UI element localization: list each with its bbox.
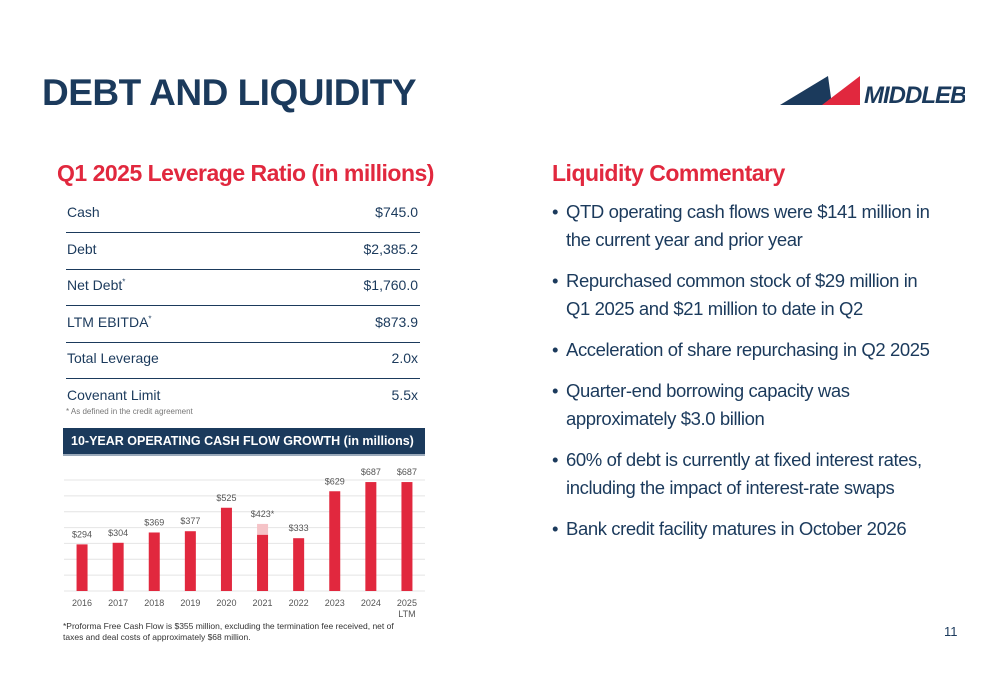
value-label: $525	[216, 493, 236, 503]
value-label: $294	[72, 529, 92, 539]
bar-segment	[220, 507, 232, 591]
row-label: Covenant Limit	[67, 387, 160, 403]
row-label: Debt	[67, 241, 97, 257]
row-value: $873.9	[375, 313, 418, 330]
row-value: 5.5x	[391, 387, 418, 403]
bar-segment	[257, 523, 269, 535]
table-row: Total Leverage 2.0x	[66, 342, 420, 380]
value-label: $423*	[251, 509, 275, 519]
bar-segment	[76, 544, 88, 591]
row-sup: *	[122, 277, 126, 287]
table-row: Net Debt* $1,760.0	[66, 269, 420, 307]
table-row: Debt $2,385.2	[66, 233, 420, 270]
slide-title: DEBT AND LIQUIDITY	[42, 72, 417, 113]
bar-segment	[329, 491, 341, 591]
bullet: Repurchased common stock of $29 million …	[552, 267, 937, 323]
bullet: 60% of debt is currently at fixed intere…	[552, 446, 937, 502]
value-label: $687	[397, 467, 417, 477]
row-label: Net Debt*	[67, 277, 125, 293]
row-label-text: Covenant Limit	[67, 387, 161, 403]
chart-title: 10-YEAR OPERATING CASH FLOW GROWTH (in m…	[63, 428, 425, 456]
bar-segment	[257, 534, 269, 591]
x-tick-label: 2017	[108, 598, 129, 608]
x-tick-label: 2025 LTM	[396, 598, 417, 619]
bar-segment	[365, 482, 377, 591]
bar-segment	[112, 542, 124, 591]
table-row: Covenant Limit 5.5x	[66, 379, 420, 415]
row-label-text: Total Leverage	[67, 350, 159, 367]
chart-footnote: *Proforma Free Cash Flow is $355 million…	[63, 621, 394, 642]
page-number: 11	[944, 624, 958, 639]
x-tick-label: 2019	[180, 598, 201, 608]
bar-segment	[184, 531, 196, 591]
row-value: $1,760.0	[363, 277, 419, 294]
table-note: * As defined in the credit agreement	[66, 407, 193, 416]
bar-segment	[401, 482, 413, 591]
bullet: QTD operating cash flows were $141 milli…	[552, 198, 937, 254]
bullet: Quarter-end borrowing capacity was appro…	[552, 377, 937, 433]
row-label-text: Debt	[67, 240, 97, 257]
x-tick-label: 2021	[252, 598, 273, 608]
table-row: LTM EBITDA* $873.9	[66, 306, 420, 343]
row-label-text: Cash	[67, 204, 100, 220]
value-label: $687	[361, 467, 381, 477]
row-label: Total Leverage	[67, 350, 159, 366]
row-label: LTM EBITDA*	[67, 314, 152, 330]
value-label: $377	[180, 516, 200, 526]
row-label: Cash	[67, 204, 100, 220]
bullet: Acceleration of share repurchasing in Q2…	[552, 336, 937, 364]
x-tick-label: 2020	[216, 598, 237, 608]
row-sup: *	[148, 314, 152, 324]
x-tick-label: 2022	[288, 598, 309, 608]
table-row: Cash $745.0	[66, 196, 420, 233]
row-value: $2,385.2	[363, 240, 419, 257]
bar-segment	[148, 532, 160, 591]
row-value: 2.0x	[391, 350, 418, 367]
x-tick-label: 2024	[360, 598, 381, 608]
value-label: $304	[108, 528, 128, 538]
bullet: Bank credit facility matures in October …	[552, 515, 937, 543]
logo: MIDDLEBY	[780, 76, 965, 109]
x-tick-label: 2018	[144, 598, 165, 608]
bullet-list: QTD operating cash flows were $141 milli…	[552, 198, 937, 556]
bar-segment	[293, 538, 305, 591]
logo-text: MIDDLEBY	[864, 82, 965, 109]
value-label: $333	[289, 523, 309, 533]
x-tick-label: 2016	[72, 598, 93, 608]
table-title: Q1 2025 Leverage Ratio (in millions)	[57, 160, 434, 186]
value-label: $629	[325, 476, 345, 486]
row-label-text: LTM EBITDA	[67, 313, 149, 330]
row-value: $745.0	[375, 204, 418, 220]
value-label: $369	[144, 517, 164, 527]
commentary-title: Liquidity Commentary	[552, 160, 785, 186]
row-label-text: Net Debt	[67, 277, 123, 294]
x-tick-label: 2023	[324, 598, 345, 608]
